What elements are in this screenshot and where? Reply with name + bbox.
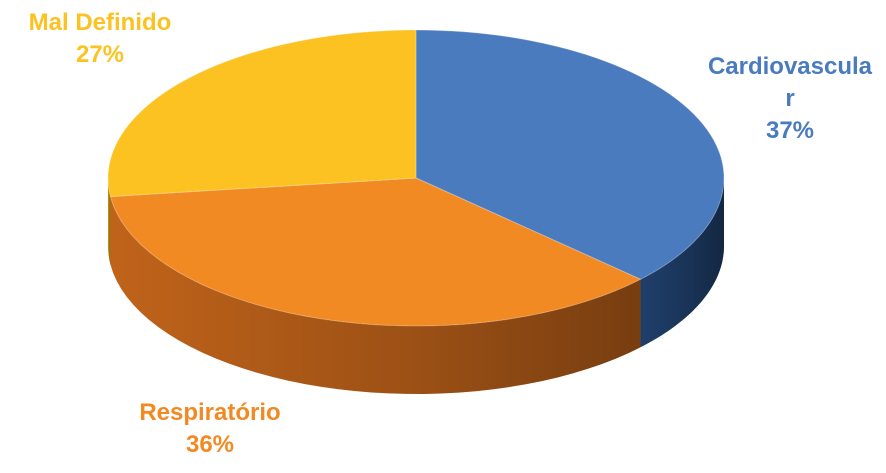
data-label-percent: 36% [186, 431, 234, 458]
data-label-respirat-rio: Respiratório 36% [139, 399, 280, 458]
data-label-category: Cardiovascula [708, 53, 873, 80]
data-label-cardiovascular: Cardiovascula r 37% [708, 53, 873, 144]
pie-slice-side-shade-2-0 [108, 178, 111, 265]
pie-slice-mal-definido [107, 29, 417, 198]
data-label-category: Respiratório [139, 399, 280, 426]
data-label-percent: 27% [76, 41, 124, 68]
pie-slice-side-shade-0-0 [640, 178, 724, 348]
data-label-mal-definido: Mal Definido 27% [29, 9, 172, 68]
pie-slice-respirat-rio [109, 177, 642, 327]
data-label-category: Mal Definido [29, 9, 172, 36]
data-label-category: r [785, 85, 794, 112]
pie-slice-side-shade-1-0 [110, 196, 641, 394]
data-label-percent: 37% [766, 117, 814, 144]
pie-slice-cardiovascular [415, 29, 725, 280]
